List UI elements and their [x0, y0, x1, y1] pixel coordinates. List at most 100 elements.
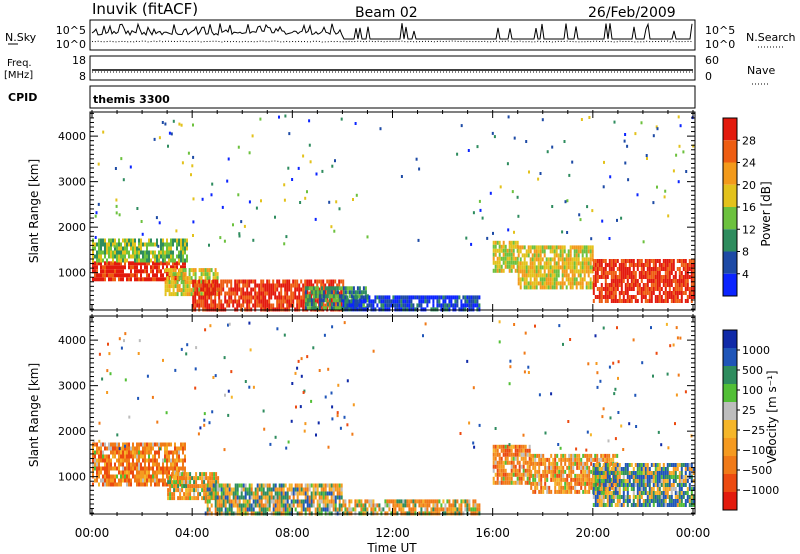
data-cell [264, 495, 267, 500]
data-cell [674, 503, 677, 507]
data-cell [666, 479, 669, 483]
data-cell [260, 507, 263, 512]
data-cell [571, 245, 574, 250]
data-cell [386, 295, 389, 300]
data-cell [144, 250, 146, 255]
data-cell [230, 507, 233, 512]
data-cell [222, 303, 225, 308]
data-cell [547, 265, 550, 270]
data-cell [128, 442, 130, 447]
data-cell [320, 290, 323, 295]
data-cell [454, 503, 457, 508]
data-cell [416, 499, 419, 504]
data-cell [514, 480, 517, 485]
data-cell [244, 503, 247, 508]
data-cell [132, 265, 134, 270]
data-cell [614, 483, 617, 487]
data-cell [680, 479, 683, 483]
data-cell [177, 472, 180, 477]
data-cell [530, 473, 533, 478]
data-cell [450, 503, 453, 508]
data-cell [668, 283, 671, 287]
y-tick-label: 4000 [58, 130, 86, 143]
data-cell [596, 287, 599, 291]
noise-left-label: N.Sky [5, 31, 37, 44]
data-cell [340, 306, 343, 311]
data-cell [508, 268, 511, 273]
data-cell [626, 491, 629, 495]
data-cell [618, 275, 621, 279]
data-cell [648, 279, 651, 283]
data-cell [164, 442, 166, 447]
data-cell [654, 471, 657, 475]
data-cell [92, 482, 94, 487]
data-cell [306, 298, 309, 303]
data-cell [452, 295, 455, 300]
data-cell [242, 487, 245, 492]
data-cell [496, 464, 499, 469]
data-cell [118, 450, 120, 455]
data-cell [406, 299, 409, 304]
data-cell [560, 489, 563, 494]
data-cell [632, 271, 635, 275]
data-cell [512, 480, 515, 485]
data-cell [338, 207, 341, 211]
data-cell [122, 470, 124, 475]
data-cell [646, 287, 649, 291]
data-cell [508, 452, 511, 457]
data-cell [612, 487, 615, 491]
data-cell [608, 465, 611, 470]
data-cell [540, 489, 543, 494]
data-cell [606, 487, 609, 491]
data-cell [516, 468, 519, 473]
data-cell [172, 280, 175, 285]
data-cell [196, 287, 199, 292]
data-cell [634, 479, 637, 483]
data-cell [170, 246, 172, 251]
data-cell [146, 466, 148, 471]
data-cell [616, 259, 619, 263]
data-cell [210, 283, 213, 288]
data-cell [674, 295, 677, 299]
data-cell [561, 230, 564, 234]
data-cell [577, 281, 580, 286]
data-cell [616, 499, 619, 503]
data-cell [158, 454, 160, 459]
data-cell [170, 242, 172, 247]
data-cell [173, 488, 176, 493]
data-cell [567, 265, 570, 270]
data-cell [332, 302, 335, 307]
data-cell [206, 283, 209, 288]
data-cell [456, 303, 459, 308]
data-cell [592, 259, 595, 263]
data-cell [524, 460, 527, 465]
data-cell [674, 471, 677, 475]
data-cell [358, 307, 361, 312]
data-cell [652, 275, 655, 279]
data-cell [203, 496, 206, 501]
data-cell [106, 454, 108, 459]
data-cell [527, 265, 530, 270]
data-cell [546, 485, 549, 490]
data-cell [543, 285, 546, 290]
data-cell [398, 499, 401, 504]
data-cell [686, 279, 689, 283]
data-cell [527, 253, 530, 258]
data-cell [274, 483, 277, 488]
data-cell [182, 442, 184, 447]
data-cell [132, 446, 134, 451]
data-cell [188, 284, 191, 289]
data-cell [218, 303, 221, 308]
data-cell [282, 295, 285, 300]
data-cell [308, 283, 311, 288]
data-cell [310, 298, 313, 303]
data-cell [284, 299, 287, 304]
data-cell [298, 291, 301, 296]
data-cell [668, 279, 671, 283]
data-cell [262, 303, 265, 308]
data-cell [216, 487, 219, 492]
data-cell [566, 465, 569, 470]
data-cell [176, 284, 179, 289]
data-cell [172, 242, 174, 247]
data-cell [332, 306, 335, 311]
